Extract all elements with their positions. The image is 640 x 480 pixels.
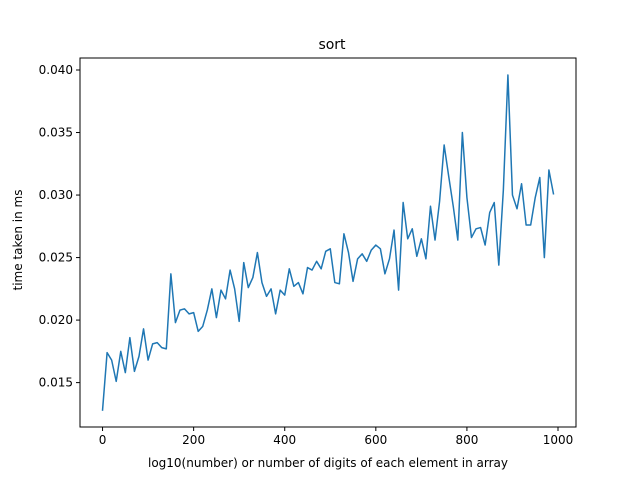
y-tick-label: 0.025 <box>39 251 73 265</box>
x-tick-label: 200 <box>182 433 205 447</box>
x-tick-label: 1000 <box>543 433 574 447</box>
y-tick-label: 0.020 <box>39 313 73 327</box>
y-axis-label: time taken in ms <box>11 189 25 290</box>
x-tick-label: 400 <box>273 433 296 447</box>
series-line-0 <box>101 74 555 411</box>
y-tick-label: 0.035 <box>39 126 73 140</box>
chart-title: sort <box>318 37 346 53</box>
y-tick-label: 0.030 <box>39 188 73 202</box>
y-tick-label: 0.040 <box>39 63 73 77</box>
x-tick-label: 0 <box>99 433 107 447</box>
axes-frame <box>79 57 577 428</box>
y-tick-label: 0.015 <box>39 376 73 390</box>
x-axis-label: log10(number) or number of digits of eac… <box>148 456 508 470</box>
x-tick-label: 600 <box>364 433 387 447</box>
plot-area: 0 200 400 600 800 1000 0.015 0.020 0.025 0.030 0.0… <box>39 57 577 447</box>
x-tick-label: 800 <box>455 433 478 447</box>
